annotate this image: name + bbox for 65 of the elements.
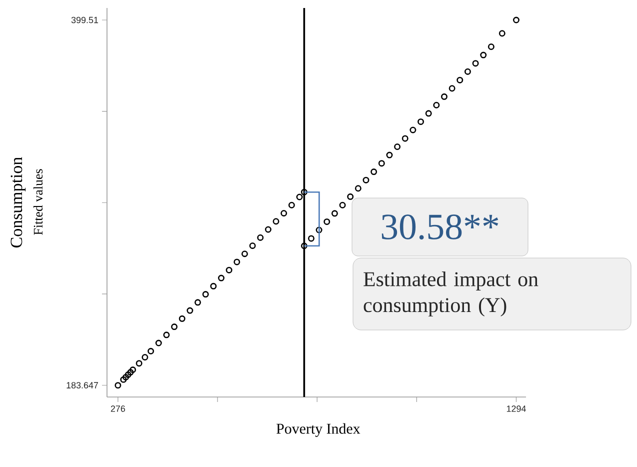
point	[488, 44, 494, 50]
point	[257, 234, 264, 241]
point	[394, 144, 401, 150]
point	[308, 235, 314, 242]
x-tick-label: 1294	[506, 406, 526, 412]
point	[498, 30, 506, 37]
annotation: 30.58**	[382, 214, 498, 240]
point	[171, 324, 178, 330]
point	[402, 135, 408, 142]
point	[194, 299, 202, 306]
point	[114, 382, 122, 389]
point	[331, 210, 338, 217]
point	[464, 68, 471, 75]
point	[288, 202, 295, 208]
x-tick-label: 276	[110, 406, 126, 412]
point	[378, 160, 385, 167]
point	[241, 250, 248, 258]
text: Fitted values	[33, 169, 43, 235]
point	[296, 194, 303, 200]
y-tick-label: 183.647	[66, 382, 98, 388]
point	[448, 85, 456, 92]
point	[226, 266, 232, 274]
point	[339, 202, 346, 208]
point	[354, 185, 362, 192]
point	[410, 126, 416, 134]
point	[163, 332, 170, 338]
point	[425, 110, 432, 117]
point	[362, 176, 370, 184]
point	[370, 168, 378, 176]
point	[300, 188, 308, 196]
point	[127, 369, 134, 376]
y-tick-label: 399.51	[71, 16, 98, 24]
point	[272, 218, 280, 225]
point	[234, 258, 240, 266]
point	[249, 242, 256, 249]
point	[441, 93, 448, 100]
point	[202, 291, 209, 298]
y-axis-title: Consumption	[10, 157, 26, 248]
point	[480, 52, 487, 58]
point	[155, 340, 162, 346]
point	[512, 16, 520, 24]
point	[124, 371, 132, 378]
point	[210, 282, 217, 290]
point	[178, 315, 186, 322]
point	[386, 152, 393, 158]
point	[472, 60, 479, 67]
annotation: Estimated impact on consumption (Y)	[364, 272, 538, 316]
point	[456, 76, 464, 84]
x-axis-title: Poverty Index	[276, 423, 360, 437]
point	[347, 193, 354, 200]
point	[218, 274, 224, 282]
point	[316, 226, 322, 234]
point	[142, 354, 148, 360]
point	[264, 226, 272, 233]
point	[280, 210, 288, 216]
point	[186, 307, 194, 314]
point	[130, 366, 136, 373]
point	[122, 374, 130, 380]
point	[120, 376, 127, 383]
point	[418, 118, 424, 125]
point	[136, 360, 142, 367]
point	[300, 242, 308, 250]
point	[148, 348, 154, 354]
point	[324, 218, 330, 225]
point	[433, 102, 440, 108]
